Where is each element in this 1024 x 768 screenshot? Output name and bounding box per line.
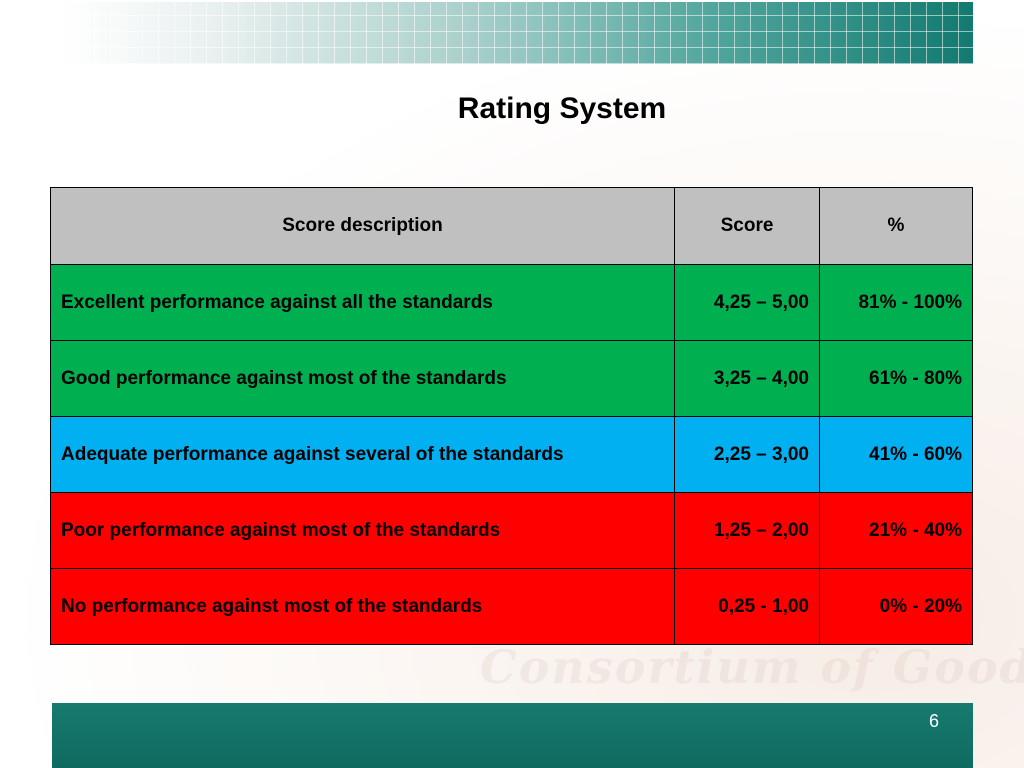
header-score: Score [674,187,820,265]
row-description: Poor performance against most of the sta… [50,492,675,569]
page-number: 6 [928,711,939,731]
row-description: Excellent performance against all the st… [50,264,675,341]
row-percent: 81% - 100% [819,264,973,341]
table-row: Excellent performance against all the st… [50,264,973,341]
header-score-description: Score description [50,187,675,265]
row-score: 3,25 – 4,00 [674,340,820,417]
row-score: 1,25 – 2,00 [674,492,820,569]
row-score: 4,25 – 5,00 [674,264,820,341]
table-row: No performance against most of the stand… [50,568,973,645]
row-percent: 41% - 60% [819,416,973,493]
footer-bar: 6 [52,703,973,768]
header-banner [62,2,973,64]
header-percent: % [819,187,973,265]
row-percent: 0% - 20% [819,568,973,645]
row-description: No performance against most of the stand… [50,568,675,645]
row-score: 2,25 – 3,00 [674,416,820,493]
table-row: Poor performance against most of the sta… [50,492,973,569]
row-percent: 61% - 80% [819,340,973,417]
table-row: Good performance against most of the sta… [50,340,973,417]
row-description: Good performance against most of the sta… [50,340,675,417]
row-description: Adequate performance against several of … [50,416,675,493]
slide-title: Rating System [457,92,667,125]
row-percent: 21% - 40% [819,492,973,569]
background-watermark: Consortium of Good Governance [480,640,1024,694]
table-header-row: Score description Score % [50,187,973,265]
table-row: Adequate performance against several of … [50,416,973,493]
rating-table: Score description Score % Excellent perf… [50,187,973,645]
row-score: 0,25 - 1,00 [674,568,820,645]
